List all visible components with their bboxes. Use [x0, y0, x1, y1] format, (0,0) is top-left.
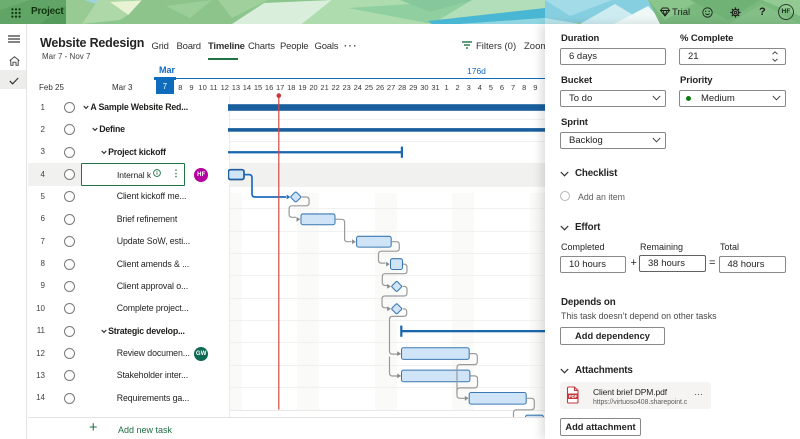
svg-text:PDF: PDF [569, 394, 578, 399]
